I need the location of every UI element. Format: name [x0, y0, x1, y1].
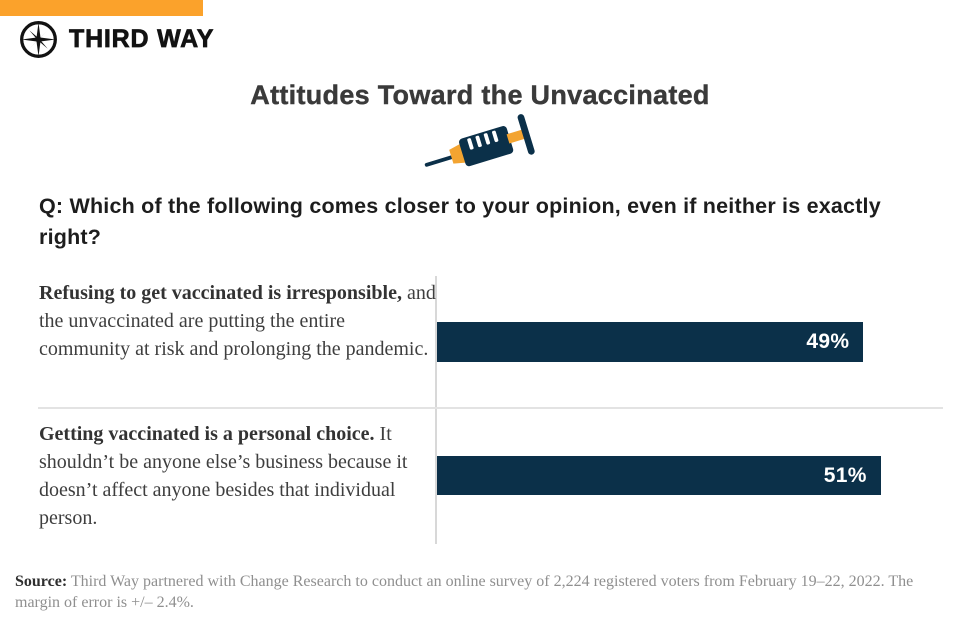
- option-text-rest: It shouldn’t be anyone else’s business b…: [39, 423, 408, 529]
- bar-personal-choice: 51%: [437, 456, 881, 495]
- row-divider: [38, 407, 943, 409]
- source-note: Source: Third Way partnered with Change …: [15, 571, 947, 613]
- compass-star-icon: [20, 21, 57, 58]
- syringe-icon: [417, 110, 543, 188]
- brand-name: THIRD WAY: [69, 25, 215, 54]
- source-label: Source:: [15, 573, 68, 590]
- page-title: Attitudes Toward the Unvaccinated: [250, 80, 710, 110]
- brand-logo: THIRD WAY: [18, 19, 214, 60]
- bar-value-label: 51%: [823, 463, 867, 487]
- source-text: Third Way partnered with Change Research…: [15, 573, 914, 611]
- option-text-irresponsible: Refusing to get vaccinated is irresponsi…: [39, 279, 436, 363]
- survey-question: Q: Which of the following comes closer t…: [39, 194, 881, 249]
- option-text-personal-choice: Getting vaccinated is a personal choice.…: [39, 420, 436, 532]
- bar-value-label: 49%: [806, 330, 850, 353]
- option-text-bold: Getting vaccinated is a personal choice.: [39, 423, 375, 445]
- y-axis-line: [435, 276, 437, 544]
- option-text-bold: Refusing to get vaccinated is irresponsi…: [39, 282, 402, 304]
- top-accent-bar: [0, 0, 203, 16]
- bar-irresponsible: 49%: [437, 322, 864, 362]
- option-text-rest: and the unvaccinated are putting the ent…: [39, 282, 436, 360]
